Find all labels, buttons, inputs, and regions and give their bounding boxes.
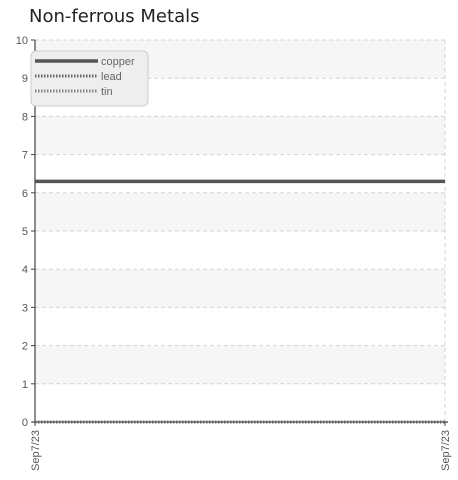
y-tick-label: 8: [22, 111, 28, 123]
legend-label-lead: lead: [101, 71, 122, 83]
plot-band: [35, 269, 445, 308]
x-tick-label: Sep7/23: [30, 430, 42, 471]
legend: copper lead tin: [30, 50, 149, 107]
plot-bands: [35, 40, 445, 384]
y-tick-label: 0: [22, 417, 28, 429]
plot-band: [35, 345, 445, 384]
y-tick-label: 9: [22, 73, 28, 85]
y-tick-label: 6: [22, 188, 28, 200]
plot-band: [35, 192, 445, 231]
y-tick-label: 10: [16, 35, 28, 47]
y-tick-label: 3: [22, 302, 28, 314]
y-tick-label: 5: [22, 226, 28, 238]
x-tick-label: Sep7/23: [440, 430, 452, 471]
series-lines: [35, 179, 445, 424]
plot-band: [35, 116, 445, 155]
y-tick-label: 7: [22, 150, 28, 162]
y-tick-label: 2: [22, 341, 28, 353]
legend-label-tin: tin: [101, 86, 113, 98]
legend-label-copper: copper: [101, 56, 135, 68]
x-axis-ticks: Sep7/23 Sep7/23: [30, 422, 452, 471]
chart-title: Non-ferrous Metals: [29, 6, 200, 27]
y-tick-label: 4: [22, 264, 28, 276]
y-axis-ticks: 0 1 2 3 4 5 6 7 8 9 10: [16, 35, 35, 429]
y-tick-label: 1: [22, 379, 28, 391]
